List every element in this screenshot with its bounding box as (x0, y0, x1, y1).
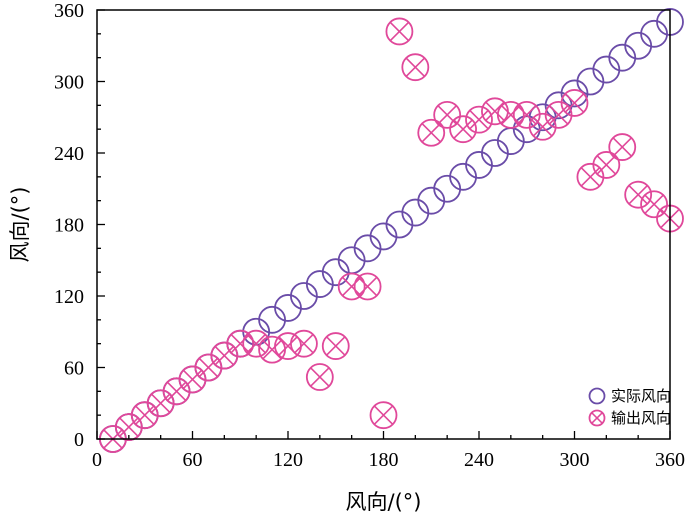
legend-item: 输出风向 (588, 409, 671, 427)
plot-frame (96, 9, 671, 440)
legend-marker (588, 387, 606, 405)
data-point (465, 105, 493, 134)
y-tick-label: 60 (64, 358, 84, 380)
data-point (433, 100, 462, 129)
x-tick-label: 0 (92, 449, 102, 471)
x-tick-label: 60 (183, 449, 203, 471)
data-point (130, 401, 159, 430)
data-point (496, 100, 525, 129)
data-point (481, 97, 509, 126)
legend-label: 输出风向 (611, 409, 671, 427)
series-2 (99, 17, 684, 453)
x-axis-label: 风向/(°) (346, 490, 422, 514)
data-point (337, 272, 366, 301)
x-tick-label: 240 (464, 449, 494, 471)
x-tick-label: 300 (560, 449, 590, 471)
data-point (321, 332, 350, 360)
data-point (305, 363, 334, 391)
data-point (242, 329, 271, 358)
y-tick-label: 120 (54, 286, 84, 308)
series-layer (99, 8, 684, 453)
legend-label: 实际风向 (611, 387, 671, 405)
data-point (640, 190, 668, 219)
x-tick-label: 360 (655, 449, 685, 471)
axis-ticks: 0 60 120 180 240 300 360 0 60 120 180 240 300 360 (54, 0, 685, 471)
y-axis-label: 风向/(°) (8, 187, 32, 263)
legend-marker (588, 409, 606, 427)
data-point (401, 53, 430, 82)
y-tick-label: 300 (54, 72, 84, 94)
data-point (624, 180, 653, 209)
y-tick-label: 360 (54, 0, 84, 22)
y-tick-label: 240 (54, 143, 84, 165)
x-tick-label: 120 (273, 449, 303, 471)
data-point (592, 151, 621, 179)
y-tick-label: 180 (54, 215, 84, 237)
data-point (385, 17, 414, 46)
x-tick-label: 180 (369, 449, 399, 471)
data-point (512, 100, 541, 129)
data-point (560, 89, 589, 117)
data-point (449, 115, 477, 144)
y-tick-label: 0 (74, 429, 84, 451)
data-point (608, 133, 637, 161)
data-point (226, 329, 255, 358)
data-point (417, 118, 446, 147)
data-point (353, 272, 382, 301)
data-point (290, 329, 318, 358)
data-point (369, 401, 398, 430)
legend-item: 实际风向 (588, 387, 671, 405)
